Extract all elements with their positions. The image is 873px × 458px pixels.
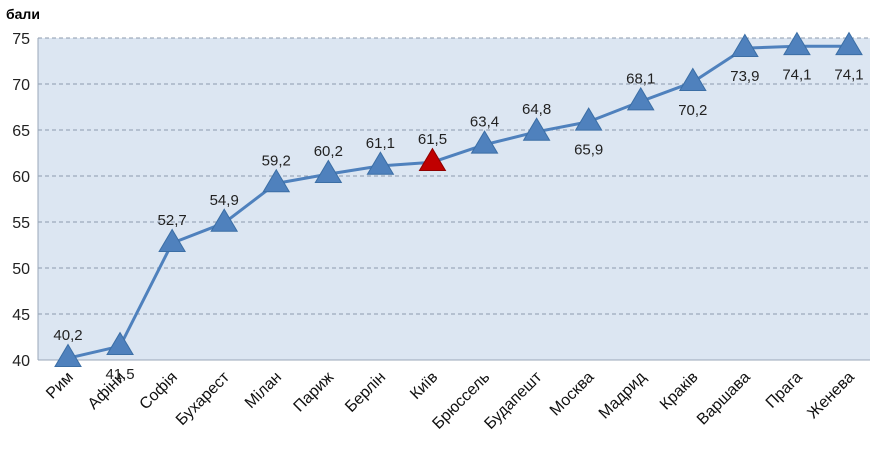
x-tick-label: Женева (804, 369, 857, 422)
data-label: 65,9 (574, 142, 603, 159)
x-tick-label: Софія (137, 369, 181, 413)
data-label: 60,2 (314, 143, 343, 160)
x-tick-label: Бухарест (173, 368, 234, 429)
x-tick-label: Будапешт (481, 368, 546, 433)
data-label: 63,4 (470, 114, 499, 131)
x-tick-label: Мілан (242, 369, 285, 412)
data-label: 52,7 (158, 212, 187, 229)
data-label: 54,9 (210, 192, 239, 209)
x-tick-label: Рим (43, 369, 77, 403)
data-label: 73,9 (730, 68, 759, 85)
x-tick-label: Варшава (694, 369, 754, 429)
y-tick-label: 65 (12, 123, 30, 140)
x-tick-label: Київ (407, 369, 441, 403)
data-label: 40,2 (53, 327, 82, 344)
data-label: 59,2 (262, 152, 291, 169)
data-label: 61,5 (418, 131, 447, 148)
x-tick-label: Краків (657, 369, 702, 414)
y-tick-label: 50 (12, 261, 30, 278)
y-tick-label: 60 (12, 169, 30, 186)
x-tick-label: Мадрид (596, 368, 650, 422)
x-tick-label: Москва (547, 369, 598, 420)
y-tick-label: 45 (12, 307, 30, 324)
data-label: 41,5 (105, 366, 134, 383)
y-tick-label: 75 (12, 31, 30, 48)
y-axis: 40 45 50 55 60 65 70 75 (12, 31, 30, 370)
data-label: 68,1 (626, 70, 655, 87)
y-tick-label: 70 (12, 77, 30, 94)
data-label: 70,2 (678, 102, 707, 119)
data-label: 61,1 (366, 135, 395, 152)
y-axis-unit-label: бали (6, 6, 40, 22)
data-label: 74,1 (782, 66, 811, 83)
data-label: 74,1 (834, 66, 863, 83)
plot-area (38, 38, 870, 360)
x-tick-label: Берлін (342, 369, 389, 416)
y-tick-label: 55 (12, 215, 30, 232)
x-tick-label: Париж (291, 369, 338, 416)
y-tick-label: 40 (12, 353, 30, 370)
x-tick-label: Прага (763, 369, 806, 412)
data-label: 64,8 (522, 101, 551, 118)
